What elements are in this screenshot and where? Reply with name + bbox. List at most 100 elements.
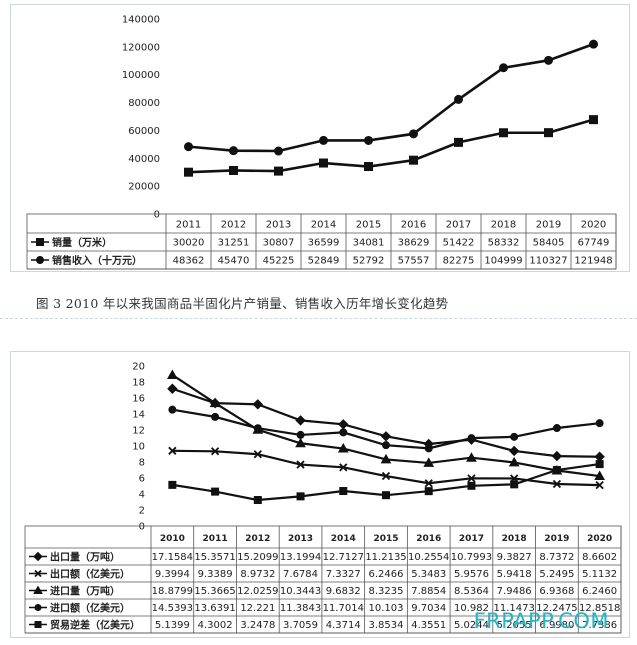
data-point (594, 470, 605, 481)
y-tick-label: 140000 (122, 15, 160, 26)
y-tick-label: 18 (132, 378, 145, 389)
x-tick-label: 2017 (459, 534, 484, 544)
data-point (510, 480, 519, 489)
data-point (499, 128, 508, 138)
table-cell: 7.8854 (411, 586, 446, 597)
data-point (184, 142, 193, 152)
figure-caption: 图 3 2010 年以来我国商品半固化片产销量、销售收入历年增长变化趋势 (36, 296, 449, 311)
table-cell: 9.3994 (155, 569, 190, 580)
data-point (253, 450, 262, 459)
legend-marker (36, 238, 44, 246)
series-line (188, 42, 594, 153)
x-tick-label: 2020 (587, 534, 612, 544)
x-tick-label: 2018 (502, 534, 527, 544)
data-point (253, 424, 262, 433)
legend-marker (34, 621, 42, 628)
data-point (552, 466, 561, 475)
data-point (595, 419, 604, 428)
table-cell: 5.2495 (539, 569, 574, 580)
table-cell: 9.7034 (411, 603, 446, 614)
data-point (211, 487, 220, 496)
legend-marker (34, 569, 42, 578)
table-cell: 18.8799 (152, 586, 193, 597)
legend-marker (33, 585, 43, 594)
legend-label: 贸易逆差（亿美元） (50, 618, 140, 631)
data-point (274, 146, 283, 156)
legend-label: 进口量（万吨） (50, 584, 120, 597)
data-point (211, 412, 220, 421)
data-point (253, 496, 262, 505)
sales-revenue-chart: 140000 120000 100000 80000 60000 40000 20000 0 2… (26, 15, 617, 270)
table-cell: 3.8534 (369, 620, 404, 631)
data-point (184, 167, 193, 177)
data-point (508, 456, 520, 467)
table-cell: 5.9418 (497, 569, 532, 580)
table-cell: 7.3327 (326, 569, 361, 580)
table-cell: 11.7014 (323, 603, 364, 614)
table-cell: 14.5393 (152, 603, 193, 614)
x-tick-label: 2016 (416, 534, 441, 544)
x-tick-label: 2017 (446, 220, 471, 231)
data-point (296, 430, 305, 439)
separator (0, 318, 637, 319)
table-cell: 45470 (218, 256, 250, 267)
table-cell: 11.2135 (365, 552, 406, 563)
data-point (551, 450, 563, 462)
table-cell: 10.982 (454, 603, 489, 614)
table-cell: 67749 (578, 238, 610, 249)
data-point (544, 128, 553, 138)
data-point (552, 479, 562, 489)
table-cell: 52849 (308, 256, 340, 267)
data-point (296, 492, 305, 501)
x-tick-label: 2019 (536, 220, 561, 231)
table-cell: 48362 (173, 256, 205, 267)
table-cell: 9.3827 (497, 552, 532, 563)
data-point (339, 463, 348, 472)
table-cell: 45225 (263, 256, 295, 267)
data-point (319, 158, 328, 168)
table-cell: 10.7993 (451, 552, 492, 563)
table-cell: 15.3571 (194, 552, 235, 563)
data-point (338, 419, 349, 430)
y-tick-label: 0 (139, 522, 145, 533)
data-point (382, 441, 390, 450)
table-cell: 10.2554 (408, 552, 449, 563)
data-point (319, 135, 328, 145)
y-tick-label: 120000 (122, 42, 160, 53)
y-tick-label: 16 (132, 394, 145, 405)
y-tick-label: 20000 (128, 182, 160, 193)
table-cell: 7.6784 (283, 569, 318, 580)
table-cell: 52792 (353, 256, 385, 267)
data-point (339, 428, 348, 437)
table-cell: 10.103 (369, 603, 404, 614)
y-tick-label: 100000 (122, 70, 160, 81)
y-tick-label: 4 (139, 490, 145, 501)
data-point (229, 146, 238, 156)
table-cell: 15.3665 (194, 586, 235, 597)
table-cell: 3.7059 (283, 620, 318, 631)
table-cell: 8.7372 (539, 552, 574, 563)
data-point (423, 457, 435, 467)
x-tick-label: 2010 (160, 534, 185, 544)
table-cell: 58332 (488, 238, 520, 249)
legend-marker (33, 551, 43, 562)
table-cell: 8.9732 (240, 569, 275, 580)
chart-panel-bottom: 20 18 16 14 12 10 8 6 4 2 0 2010 2011 2012 2013 2014 201… (10, 351, 630, 638)
data-point (424, 487, 433, 496)
y-tick-label: 8 (139, 458, 145, 469)
table-cell: 11.3843 (280, 603, 321, 614)
data-point (364, 162, 373, 172)
data-point (167, 369, 178, 379)
legend-label: 出口量（万吨） (50, 550, 120, 563)
table-cell: 6.9368 (539, 586, 574, 597)
table-cell: 38629 (398, 238, 430, 249)
data-point (595, 480, 604, 490)
table-cell: 30807 (263, 238, 295, 249)
data-point (499, 63, 508, 73)
table-cell: 5.1132 (582, 569, 617, 580)
y-tick-label: 12 (132, 426, 145, 437)
data-point (466, 452, 477, 462)
data-point (510, 432, 519, 441)
data-point (167, 383, 178, 394)
data-point (295, 415, 306, 426)
